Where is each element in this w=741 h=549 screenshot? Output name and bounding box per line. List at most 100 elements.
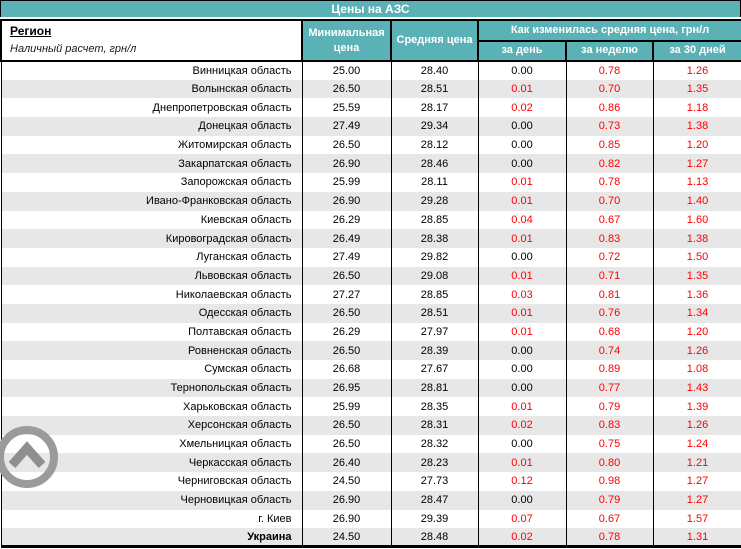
change-day-value: 0.01	[477, 322, 566, 342]
change-day-value: 0.02	[477, 528, 566, 547]
change-day-value: 0.00	[477, 61, 566, 80]
change-week-value: 0.80	[565, 453, 653, 473]
region-name: Черниговская область	[177, 475, 292, 488]
avg-price-value: 27.97	[390, 322, 478, 342]
table-header: Регион Наличный расчет, грн/л Минимальна…	[0, 19, 741, 62]
table-row: Волынская область 26.50 28.51 0.01 0.70 1.35	[1, 79, 741, 99]
change-week-value: 0.68	[565, 322, 653, 342]
region-name: Полтавская область	[188, 325, 292, 338]
avg-price-value: 28.51	[390, 79, 478, 99]
change-month-value: 1.60	[652, 210, 741, 230]
change-week-value: 0.76	[565, 303, 653, 323]
avg-price-value: 27.67	[390, 360, 478, 379]
min-price-value: 26.50	[301, 266, 391, 286]
min-price-value: 26.90	[301, 509, 391, 529]
avg-price-value: 29.08	[390, 266, 478, 286]
region-name: Волынская область	[191, 83, 292, 96]
min-price-value: 26.68	[301, 360, 391, 379]
avg-price-value: 28.47	[390, 490, 478, 510]
min-price-value: 27.49	[301, 247, 391, 267]
change-day-value: 0.01	[477, 266, 566, 286]
change-month-value: 1.27	[652, 472, 741, 491]
avg-price-value: 29.34	[390, 117, 478, 136]
change-week-value: 0.79	[565, 490, 653, 510]
change-month-value: 1.27	[652, 154, 741, 174]
avg-price-value: 28.12	[390, 135, 478, 155]
change-week-value: 0.78	[565, 173, 653, 192]
region-name: Закарпатская область	[178, 157, 292, 170]
table-row: Черновицкая область 26.90 28.47 0.00 0.79 1.2…	[1, 490, 741, 510]
min-price-value: 26.90	[301, 154, 391, 174]
region-name: Запорожская область	[180, 176, 292, 189]
table-row: Киевская область 26.29 28.85 0.04 0.67 1.60	[1, 210, 741, 230]
change-month-value: 1.34	[652, 303, 741, 323]
table-row: Винницкая область 25.00 28.40 0.00 0.78 1.26	[1, 61, 741, 80]
avg-price-value: 28.38	[390, 229, 478, 248]
table-row: Ровненская область 26.50 28.39 0.00 0.74 1.26	[1, 341, 741, 360]
change-month-value: 1.38	[652, 117, 741, 136]
avg-price-value: 28.81	[390, 378, 478, 398]
table-row: Житомирская область 26.50 28.12 0.00 0.85 1.2…	[1, 135, 741, 155]
change-day-value: 0.01	[477, 79, 566, 99]
change-week-value: 0.78	[565, 528, 653, 547]
min-price-value: 27.27	[301, 285, 391, 304]
region-name: Луганская область	[196, 251, 292, 264]
change-month-value: 1.35	[652, 266, 741, 286]
change-day-value: 0.00	[477, 154, 566, 174]
scroll-to-top-button[interactable]	[0, 426, 58, 488]
table-row: г. Киев 26.90 29.39 0.07 0.67 1.57	[1, 509, 741, 529]
change-week-value: 0.89	[565, 360, 653, 379]
avg-price-value: 29.39	[390, 509, 478, 529]
change-week-value: 0.86	[565, 98, 653, 118]
avg-price-value: 28.31	[390, 416, 478, 435]
min-price-value: 26.50	[301, 434, 391, 454]
min-price-value: 26.50	[301, 79, 391, 99]
region-name: Житомирская область	[177, 139, 292, 152]
change-month-value: 1.26	[652, 416, 741, 435]
change-week-value: 0.67	[565, 210, 653, 230]
change-week-value: 0.83	[565, 416, 653, 435]
region-name: Черкасская область	[188, 456, 292, 469]
region-name: Харьковская область	[183, 400, 292, 413]
change-day-value: 0.00	[477, 135, 566, 155]
change-week-value: 0.70	[565, 79, 653, 99]
region-name: Винницкая область	[192, 64, 292, 77]
column-header-min-price: Минимальная цена	[301, 19, 392, 62]
avg-price-value: 28.23	[390, 453, 478, 473]
change-day-value: 0.00	[477, 117, 566, 136]
change-day-value: 0.00	[477, 434, 566, 454]
change-day-value: 0.00	[477, 490, 566, 510]
min-price-value: 26.40	[301, 453, 391, 473]
column-header-change-group: Как изменилась средняя цена, грн/л	[476, 19, 741, 42]
min-price-value: 26.29	[301, 210, 391, 230]
region-name: Хмельницкая область	[179, 438, 292, 451]
change-month-value: 1.50	[652, 247, 741, 267]
region-name: Николаевская область	[175, 288, 292, 301]
change-day-value: 0.07	[477, 509, 566, 529]
change-month-value: 1.43	[652, 378, 741, 398]
region-name: Ровненская область	[188, 344, 292, 357]
change-month-value: 1.08	[652, 360, 741, 379]
change-month-value: 1.36	[652, 285, 741, 304]
region-name: Украина	[247, 530, 292, 543]
change-week-value: 0.75	[565, 434, 653, 454]
region-column-header: Регион Наличный расчет, грн/л	[0, 19, 303, 62]
avg-price-value: 28.51	[390, 303, 478, 323]
min-price-value: 26.50	[301, 341, 391, 360]
change-month-value: 1.26	[652, 341, 741, 360]
table-row: Тернопольская область 26.95 28.81 0.00 0.77 1…	[1, 378, 741, 398]
change-day-value: 0.01	[477, 191, 566, 211]
change-month-value: 1.20	[652, 135, 741, 155]
table-row: Николаевская область 27.27 28.85 0.03 0.81 1.…	[1, 285, 741, 304]
change-week-value: 0.67	[565, 509, 653, 529]
region-name: г. Киев	[258, 512, 292, 525]
change-day-value: 0.01	[477, 397, 566, 417]
table-row: Львовская область 26.50 29.08 0.01 0.71 1.35	[1, 266, 741, 286]
avg-price-value: 28.85	[390, 285, 478, 304]
min-price-value: 24.50	[301, 528, 391, 547]
table-row: Хмельницкая область 26.50 28.32 0.00 0.75 1.2…	[1, 434, 741, 454]
avg-price-value: 29.82	[390, 247, 478, 267]
avg-price-value: 28.11	[390, 173, 478, 192]
min-price-value: 26.49	[301, 229, 391, 248]
